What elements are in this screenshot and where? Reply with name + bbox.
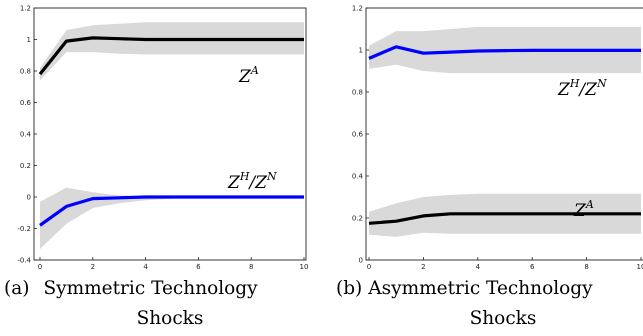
panel-a-y-tick-label: 0.4 (20, 131, 32, 139)
panel-a-y-tick-label: -0.2 (17, 225, 31, 233)
panel-a-band-1 (40, 187, 304, 249)
panel-a-symmetric: 0 2 4 6 8 10 -0.4 -0.2 0 0.2 0.4 0.6 0.8 1 1.2 ZA ZH/Z… (4, 5, 308, 330)
panel-a-axis-ticks: 0 2 4 6 8 10 -0.4 -0.2 0 0.2 0.4 0.6 0.8 1 1.2 (17, 5, 308, 272)
panel-a-caption-line1: (a) Symmetric Technology (4, 278, 258, 299)
panel-b-axis-ticks: 0 2 4 6 8 10 0 0.2 0.4 0.6 0.8 1 1.2 (352, 5, 643, 272)
panel-b-y-tick-label: 0 (359, 257, 363, 265)
panel-a-y-tick-label: -0.4 (17, 257, 31, 265)
panel-b-series-line-1 (368, 212, 641, 225)
panel-b-series-lines (368, 45, 641, 225)
panel-a-x-tick-label: 0 (38, 263, 42, 271)
panel-b-x-tick-label: 0 (367, 263, 371, 271)
panel-a-x-tick-label: 2 (91, 263, 95, 271)
panel-a-y-tick-label: 1 (27, 36, 31, 44)
panel-b-x-tick-label: 8 (584, 263, 588, 271)
panel-a-x-tick-label: 8 (249, 263, 253, 271)
panel-a-y-tick-label: 0 (27, 194, 31, 202)
panel-a-x-tick-label: 6 (196, 263, 201, 271)
panel-b-y-tick-label: 0.6 (352, 131, 364, 139)
panel-b-caption-line1: (b) Asymmetric Technology (336, 278, 593, 299)
panel-b-x-tick-label: 4 (476, 263, 481, 271)
panel-a-series-line-1 (39, 195, 304, 227)
panel-b-y-tick-label: 1.2 (352, 5, 363, 13)
panel-b-y-tick-label: 1 (359, 47, 363, 55)
panel-a-series-line-0 (38, 36, 304, 76)
panel-b-label-zh-zn: ZH/ZN (557, 77, 607, 100)
panel-a-x-tick-label: 10 (300, 263, 309, 271)
panel-b-y-tick-label: 0.8 (352, 89, 363, 97)
panel-b-x-tick-label: 2 (421, 263, 425, 271)
panel-b-caption-line2: Shocks (470, 308, 537, 329)
panel-a-x-tick-label: 4 (143, 263, 148, 271)
panel-a-y-tick-label: 0.2 (20, 162, 31, 170)
panel-a-y-tick-label: 0.6 (20, 99, 32, 107)
panel-b-label-za: ZA (573, 198, 594, 221)
panel-a-label-zh-zn: ZH/ZN (227, 170, 277, 193)
panel-b-series-line-0 (368, 45, 641, 60)
panel-b-y-tick-label: 0.2 (352, 215, 363, 223)
panel-b-y-tick-label: 0.4 (352, 173, 364, 181)
panel-b-x-tick-label: 6 (530, 263, 535, 271)
panel-b-x-tick-label: 10 (637, 263, 643, 271)
panel-a-series-lines (38, 36, 304, 227)
panel-a-caption-line2: Shocks (137, 308, 204, 329)
panel-a-label-za: ZA (238, 64, 259, 87)
panel-a-y-tick-label: 1.2 (20, 5, 31, 13)
panel-a-y-tick-label: 0.8 (20, 68, 31, 76)
panel-b-asymmetric: 0 2 4 6 8 10 0 0.2 0.4 0.6 0.8 1 1.2 ZH/ZN ZA (b)Asy… (336, 5, 643, 329)
